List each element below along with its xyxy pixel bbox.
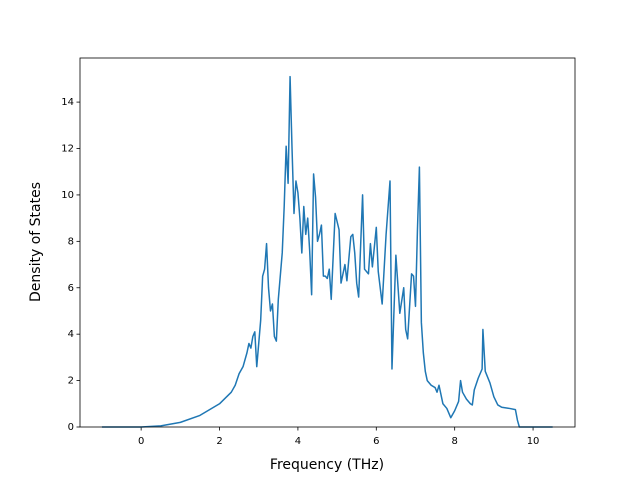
x-tick-label: 10 [527,436,540,447]
axes-frame [79,57,576,428]
y-tick-label: 12 [61,144,74,155]
x-tick-label: 4 [295,436,301,447]
x-axis-label: Frequency (THz) [270,457,384,473]
x-tick-label: 6 [373,436,379,447]
y-tick-label: 14 [61,97,74,108]
x-tick-label: 8 [451,436,457,447]
y-tick-label: 2 [68,376,74,387]
x-tick-label: 0 [138,436,144,447]
dos-line [101,75,553,428]
y-tick-label: 8 [68,236,74,247]
y-axis-label: Density of States [28,182,44,302]
y-tick-label: 6 [68,283,74,294]
y-tick-label: 0 [68,422,74,433]
x-tick-label: 2 [216,436,222,447]
y-tick-label: 4 [68,329,74,340]
y-tick-label: 10 [61,190,74,201]
